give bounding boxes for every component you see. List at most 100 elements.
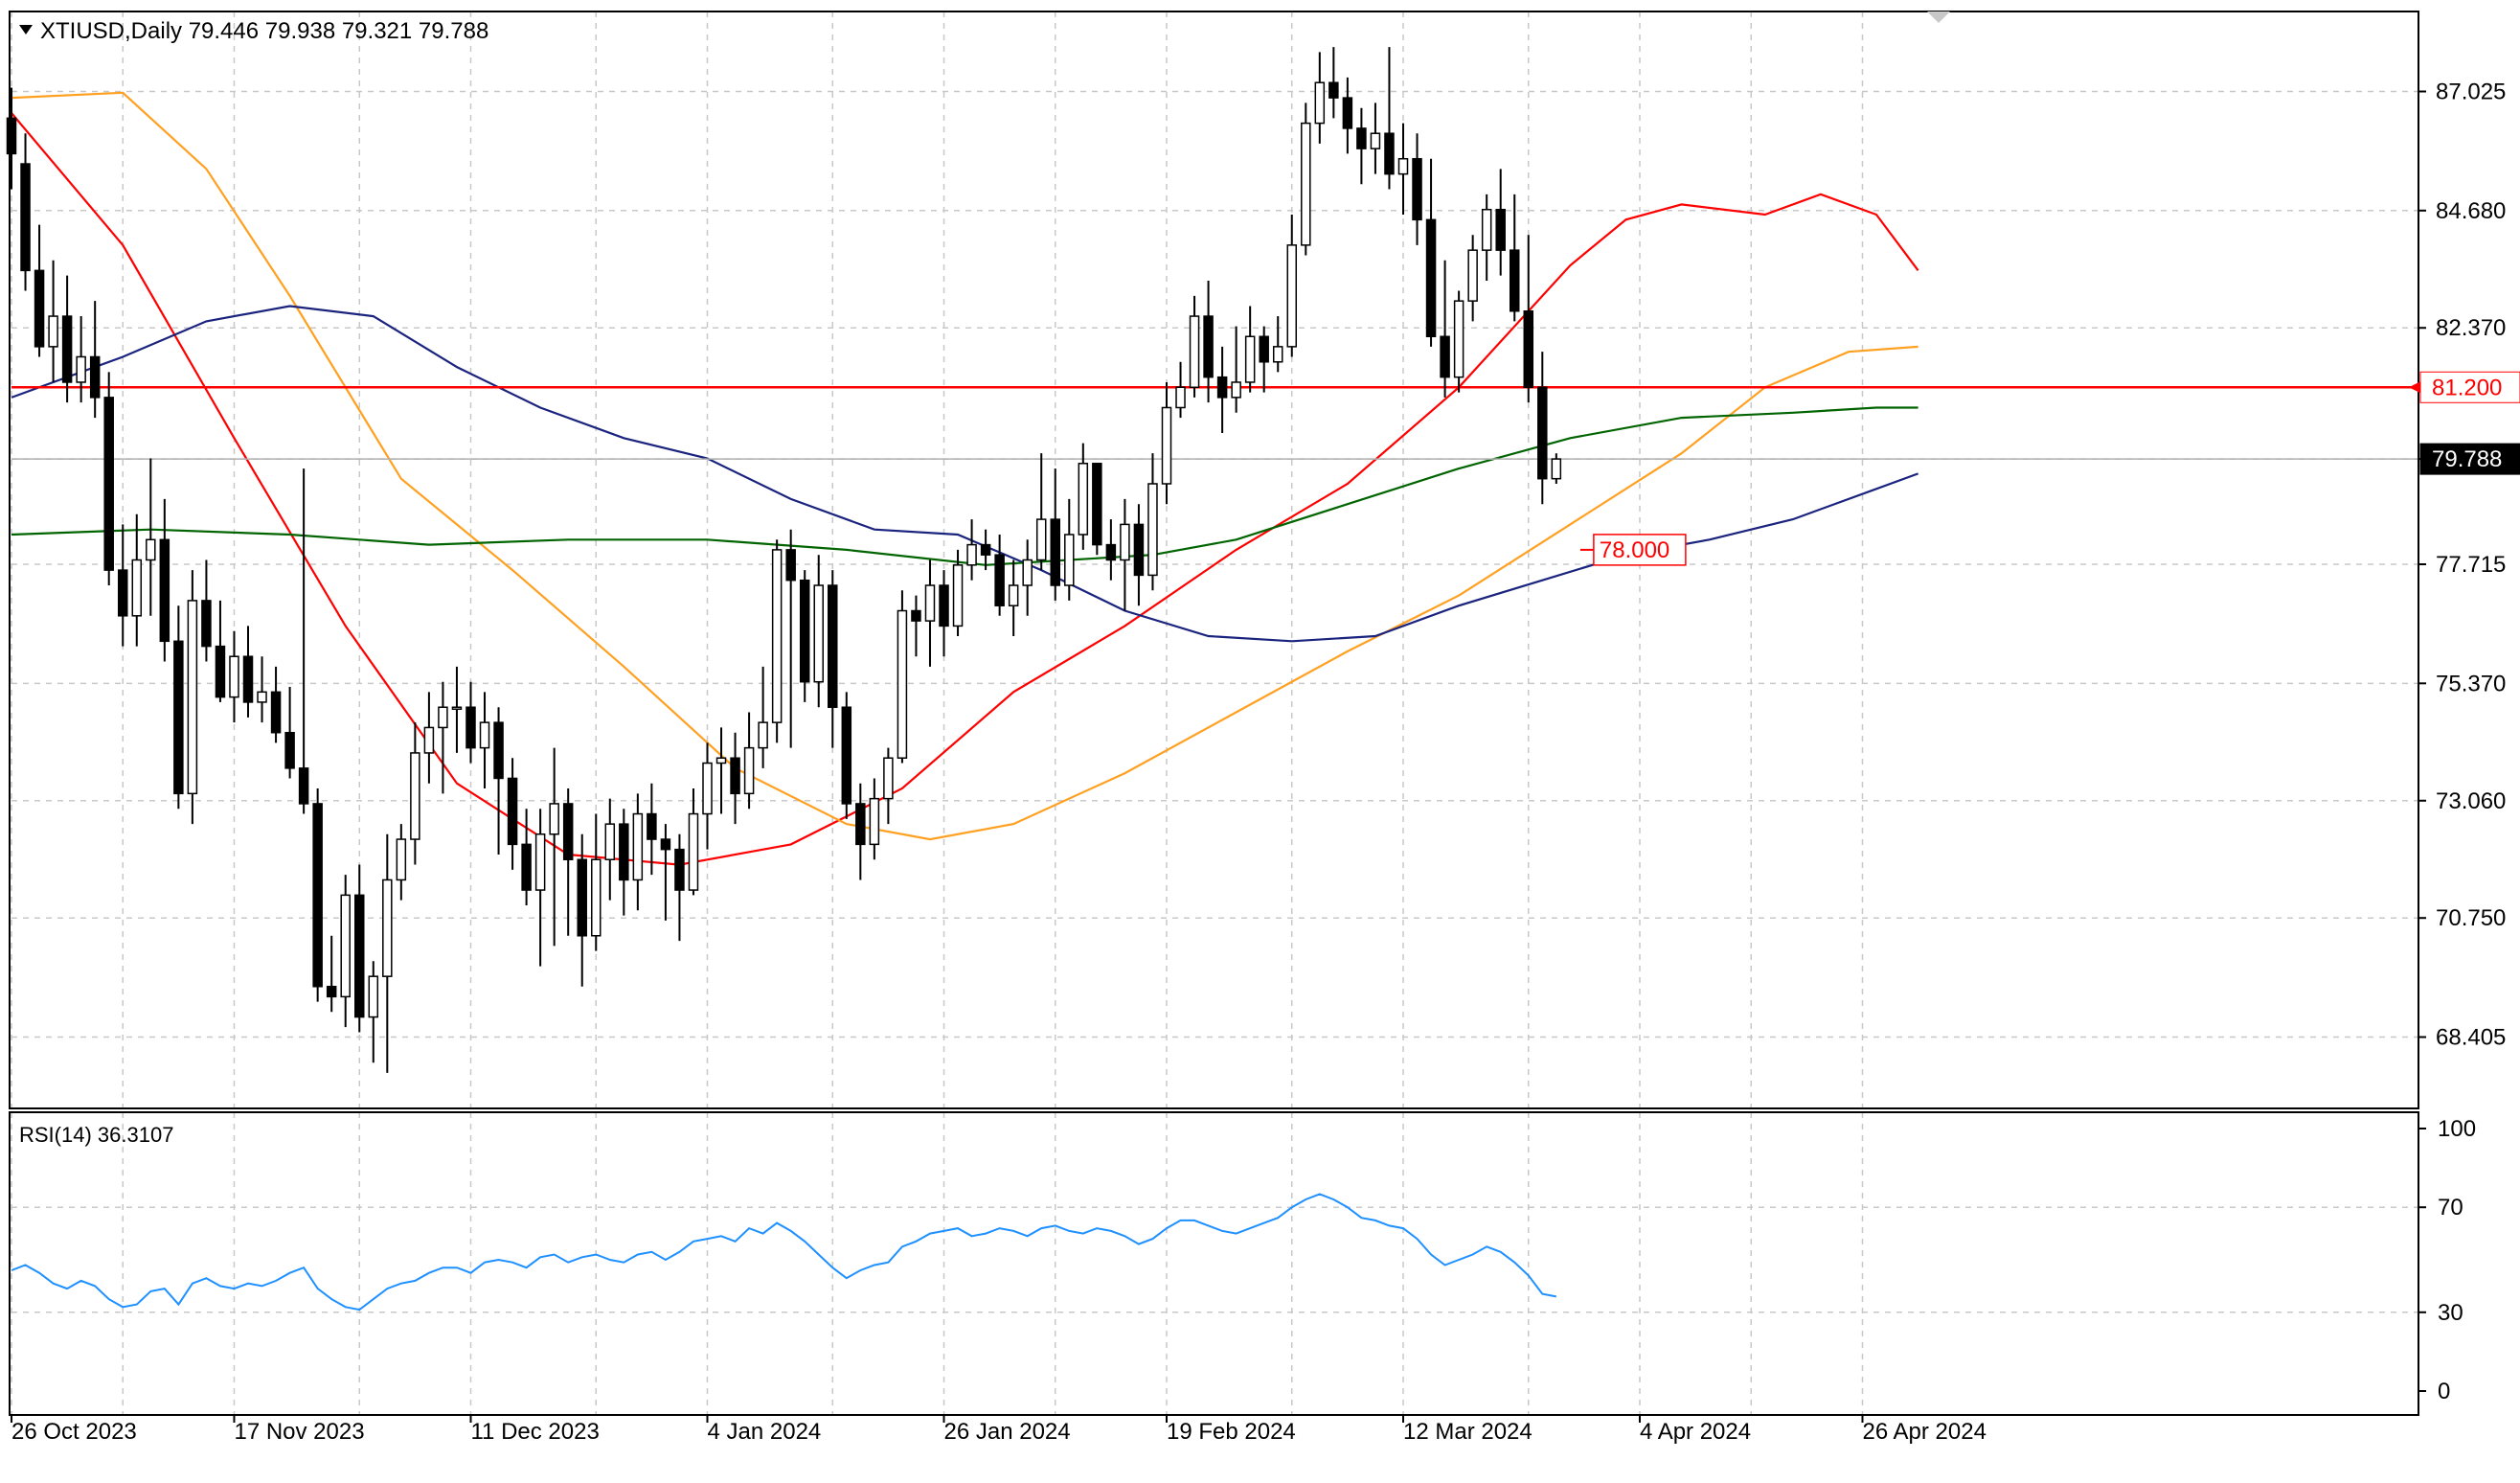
candle-bull xyxy=(229,655,239,698)
candle-bull xyxy=(48,315,58,348)
moving-average-line-1 xyxy=(11,112,1919,866)
symbol-header: XTIUSD,Daily 79.446 79.938 79.321 79.788 xyxy=(40,18,488,44)
candle-bear xyxy=(1384,132,1395,175)
candle-bull xyxy=(76,355,86,383)
candle-bear xyxy=(1133,523,1145,577)
candle-bull xyxy=(368,975,379,1018)
candle-bear xyxy=(1092,463,1102,546)
candle-bull xyxy=(146,538,156,561)
candle-bull xyxy=(1244,335,1256,383)
candle-bull xyxy=(1120,523,1130,561)
candle-bear xyxy=(841,706,852,805)
candle-bear xyxy=(619,823,629,881)
candle-bear xyxy=(980,543,991,556)
rsi-axis-label: 30 xyxy=(2438,1300,2463,1326)
candle-bull xyxy=(534,833,546,891)
candle-bull xyxy=(1551,458,1562,480)
price-axis-label: 87.025 xyxy=(2436,79,2506,104)
candle-bull xyxy=(1481,208,1492,251)
price-axis-label: 73.060 xyxy=(2436,788,2506,814)
candle-bull xyxy=(897,609,908,759)
candle-bull xyxy=(924,584,936,622)
candle-bear xyxy=(1425,218,1437,338)
resistance-price-tag: 81.200 xyxy=(2432,375,2502,400)
candle-bull xyxy=(715,757,727,764)
candle-bear xyxy=(61,315,73,383)
candle-bear xyxy=(994,554,1005,606)
time-axis-label: 11 Dec 2023 xyxy=(470,1419,599,1445)
candle-bull xyxy=(771,549,783,723)
candle-bull xyxy=(743,746,755,795)
current-price-tag: 79.788 xyxy=(2432,446,2502,472)
candle-bear xyxy=(103,397,114,571)
candle-bear xyxy=(89,355,101,399)
candle-bear xyxy=(20,163,31,272)
price-axis-label: 75.370 xyxy=(2436,671,2506,696)
candle-bear xyxy=(1216,376,1228,399)
candle-bear xyxy=(1328,81,1339,99)
candle-bear xyxy=(354,894,365,1018)
annotation-tag-label: 78.000 xyxy=(1600,537,1669,563)
current-price-tag-box xyxy=(2419,443,2520,475)
frame-layer xyxy=(9,11,2419,1416)
candle-bull xyxy=(438,706,448,729)
candle-bull xyxy=(1022,559,1033,586)
annotation-tag-box xyxy=(1593,534,1687,566)
candle-bear xyxy=(1495,208,1506,251)
resistance-price-tag-box xyxy=(2419,371,2520,403)
candle-bear xyxy=(939,584,949,627)
rsi-line xyxy=(11,1193,1556,1312)
candle-bull xyxy=(257,691,267,703)
candle-bull xyxy=(1301,122,1311,246)
candle-bear xyxy=(34,269,45,348)
candle-bull xyxy=(1064,534,1075,586)
candle-bull xyxy=(340,894,351,998)
moving-average-line-2 xyxy=(11,91,1918,841)
candle-bear xyxy=(215,645,226,698)
candle-bear xyxy=(465,706,476,749)
time-axis-label: 12 Mar 2024 xyxy=(1403,1419,1532,1445)
price-axis-label: 70.750 xyxy=(2436,905,2506,931)
candle-bear xyxy=(855,803,866,846)
candle-bull xyxy=(451,706,463,710)
price-axis-label: 77.715 xyxy=(2436,552,2506,578)
candle-bear xyxy=(521,843,532,891)
rsi-label: RSI(14) 36.3107 xyxy=(19,1123,173,1147)
candle-bear xyxy=(1523,310,1534,389)
symbol-menu-icon[interactable] xyxy=(19,25,33,34)
rsi-layer xyxy=(11,1193,1556,1312)
candle-bear xyxy=(1356,127,1367,149)
rsi-axis-label: 0 xyxy=(2438,1379,2450,1404)
candle-bull xyxy=(549,803,559,835)
candle-bull xyxy=(1370,132,1381,149)
candle-bull xyxy=(1467,249,1478,302)
candle-bear xyxy=(298,767,309,805)
candle-bear xyxy=(6,117,17,155)
candle-bull xyxy=(632,812,644,881)
candle-bull xyxy=(604,823,616,861)
candle-bull xyxy=(952,564,964,627)
candle-bear xyxy=(1412,157,1422,221)
candle-bull xyxy=(1078,463,1089,536)
candle-bull xyxy=(423,726,435,754)
candle-bull xyxy=(813,584,824,683)
candle-bull xyxy=(479,721,490,749)
candle-bear xyxy=(159,538,170,643)
candle-bear xyxy=(312,803,323,988)
header-group: XTIUSD,Daily 79.446 79.938 79.321 79.788 xyxy=(19,18,488,44)
candle-bear xyxy=(577,858,587,937)
candle-bull xyxy=(1231,381,1241,399)
candle-bear xyxy=(647,812,657,840)
candle-bull xyxy=(883,757,894,800)
price-axis-label: 84.680 xyxy=(2436,198,2506,224)
chart-shift-marker[interactable] xyxy=(1927,11,1950,23)
candle-bull xyxy=(1035,518,1047,561)
candle-bull xyxy=(1175,386,1186,409)
grid-layer xyxy=(11,11,2418,1415)
price-axis-label: 82.370 xyxy=(2436,315,2506,341)
candle-bull xyxy=(1161,406,1172,485)
candle-bear xyxy=(242,655,254,703)
candle-bull xyxy=(869,797,880,846)
